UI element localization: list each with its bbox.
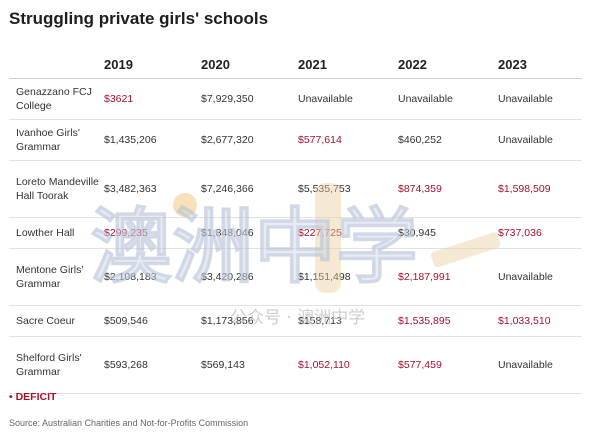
- cell-value: $2,108,183: [104, 248, 201, 306]
- page-title: Struggling private girls' schools: [9, 9, 269, 28]
- header-year: 2021: [298, 50, 398, 79]
- cell-value: $1,151,498: [298, 248, 398, 306]
- cell-value: $1,848,046: [201, 217, 298, 249]
- deficit-legend: • DEFICIT: [9, 391, 57, 403]
- cell-value: $593,268: [104, 336, 201, 394]
- cell-value: $509,546: [104, 305, 201, 337]
- cell-value: $1,535,895: [398, 305, 498, 337]
- cell-value: $227,725: [298, 217, 398, 249]
- table-row: Loreto Mandeville Hall Toorak $3,482,363…: [9, 160, 582, 218]
- cell-value: Unavailable: [298, 78, 398, 120]
- cell-value: $1,052,110: [298, 336, 398, 394]
- school-name: Shelford Girls' Grammar: [9, 336, 104, 394]
- table-header-row: 2019 2020 2021 2022 2023: [9, 50, 582, 79]
- header-year: 2023: [498, 50, 582, 79]
- cell-value: Unavailable: [498, 336, 582, 394]
- header-school: [9, 50, 104, 79]
- cell-value: $7,246,366: [201, 160, 298, 218]
- cell-value: $158,713: [298, 305, 398, 337]
- cell-value: $577,459: [398, 336, 498, 394]
- cell-value: $3,420,286: [201, 248, 298, 306]
- cell-value: $874,359: [398, 160, 498, 218]
- cell-value: $3621: [104, 78, 201, 120]
- cell-value: $460,252: [398, 119, 498, 161]
- cell-value: $577,614: [298, 119, 398, 161]
- cell-value: $299,235: [104, 217, 201, 249]
- cell-value: Unavailable: [498, 78, 582, 120]
- school-name: Loreto Mandeville Hall Toorak: [9, 160, 104, 218]
- school-name: Lowther Hall: [9, 217, 104, 249]
- cell-value: $1,173,856: [201, 305, 298, 337]
- schools-table: 2019 2020 2021 2022 2023 Genazzano FCJ C…: [9, 50, 582, 394]
- cell-value: Unavailable: [498, 119, 582, 161]
- header-year: 2019: [104, 50, 201, 79]
- table-row: Lowther Hall $299,235 $1,848,046 $227,72…: [9, 217, 582, 249]
- cell-value: $2,187,991: [398, 248, 498, 306]
- cell-value: $2,677,320: [201, 119, 298, 161]
- cell-value: Unavailable: [398, 78, 498, 120]
- table-row: Shelford Girls' Grammar $593,268 $569,14…: [9, 336, 582, 394]
- source-note: Source: Australian Charities and Not-for…: [9, 418, 249, 428]
- cell-value: Unavailable: [498, 248, 582, 306]
- header-year: 2022: [398, 50, 498, 79]
- table-row: Sacre Coeur $509,546 $1,173,856 $158,713…: [9, 305, 582, 337]
- cell-value: $737,036: [498, 217, 582, 249]
- school-name: Sacre Coeur: [9, 305, 104, 337]
- cell-value: $1,033,510: [498, 305, 582, 337]
- cell-value: $1,598,509: [498, 160, 582, 218]
- cell-value: $569,143: [201, 336, 298, 394]
- school-name: Genazzano FCJ College: [9, 78, 104, 120]
- school-name: Mentone Girls' Grammar: [9, 248, 104, 306]
- table-row: Ivanhoe Girls' Grammar $1,435,206 $2,677…: [9, 119, 582, 161]
- cell-value: $7,929,350: [201, 78, 298, 120]
- cell-value: $30,945: [398, 217, 498, 249]
- table-row: Mentone Girls' Grammar $2,108,183 $3,420…: [9, 248, 582, 306]
- header-year: 2020: [201, 50, 298, 79]
- cell-value: $3,482,363: [104, 160, 201, 218]
- cell-value: $5,535,753: [298, 160, 398, 218]
- table-row: Genazzano FCJ College $3621 $7,929,350 U…: [9, 78, 582, 120]
- cell-value: $1,435,206: [104, 119, 201, 161]
- school-name: Ivanhoe Girls' Grammar: [9, 119, 104, 161]
